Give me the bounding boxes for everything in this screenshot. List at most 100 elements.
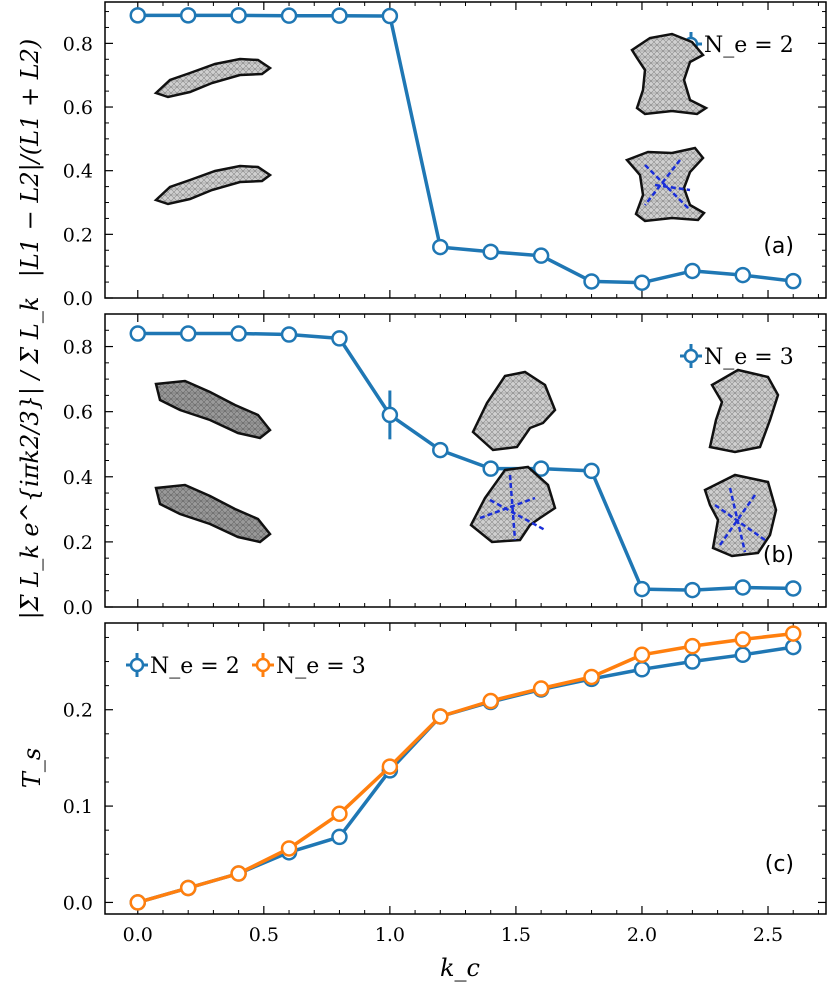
data-point	[532, 247, 550, 264]
data-point	[583, 668, 600, 686]
data-point	[633, 661, 651, 678]
membrane-illustration	[644, 159, 691, 211]
data-point	[432, 441, 449, 459]
y-tick-label: 0.0	[63, 288, 93, 310]
membrane-illustration	[153, 164, 273, 206]
legend-label: N_e = 3	[276, 654, 366, 679]
series-line	[137, 645, 794, 905]
membrane-illustration	[471, 370, 557, 452]
data-point	[734, 266, 752, 284]
data-point	[179, 7, 197, 24]
series-line	[137, 13, 794, 285]
data-point	[381, 758, 399, 775]
y-tick-label: 0.2	[63, 532, 93, 554]
data-point	[230, 325, 247, 342]
panel-a: 0.0 0.2 0.4 0.6 0.8 N_e = 2	[63, 1, 827, 310]
data-point	[684, 262, 701, 280]
data-point	[784, 625, 802, 642]
data-point	[331, 330, 348, 347]
data-point	[684, 653, 701, 670]
data-point	[583, 462, 600, 480]
data-point	[482, 692, 499, 710]
y-axis-label-c: T_s	[18, 748, 46, 788]
data-point	[129, 894, 147, 911]
panel-tag-c: (c)	[765, 852, 794, 877]
x-tick-label: 0.5	[249, 924, 279, 946]
x-axis-label: k_c	[440, 954, 480, 982]
data-point	[532, 680, 550, 697]
data-point	[179, 879, 197, 897]
data-point	[280, 7, 298, 24]
data-point	[684, 637, 701, 655]
legend-label: N_e = 2	[150, 654, 240, 679]
membrane-illustration	[153, 57, 273, 99]
legend-label: N_e = 3	[704, 345, 794, 370]
data-point	[381, 7, 399, 25]
y-tick-label: 0.8	[63, 33, 93, 55]
y-tick-label: 0.0	[63, 892, 93, 914]
legend-label: N_e = 2	[704, 33, 794, 58]
data-point	[280, 840, 298, 857]
y-tick-label: 0.1	[63, 796, 93, 818]
panel-b: 0.0 0.2 0.4 0.6 0.8 N_e = 3	[63, 313, 827, 619]
data-point	[381, 406, 399, 424]
series-line	[137, 631, 794, 905]
y-tick-label: 0.2	[63, 224, 93, 246]
data-point	[633, 580, 651, 598]
legend-marker	[129, 657, 145, 673]
data-point	[633, 274, 651, 291]
data-point	[583, 273, 600, 290]
data-point	[784, 272, 802, 290]
data-point	[280, 326, 298, 343]
membrane-snapshots-a	[153, 32, 709, 223]
membrane-illustration	[154, 483, 272, 544]
x-tick-label: 1.0	[375, 924, 405, 946]
data-point	[230, 7, 247, 24]
y-tick-label: 0.2	[63, 700, 93, 722]
data-point	[532, 460, 550, 477]
y-tick-label: 0.0	[63, 597, 93, 619]
membrane-illustration	[469, 465, 557, 544]
panel-c: 0.0 0.5 1.0 1.5 2.0 2.5 0.0 0.1 0.2 N_e = 2 N_e = …	[63, 622, 827, 946]
data-point	[734, 646, 752, 664]
data-point	[432, 708, 449, 725]
membrane-illustration	[154, 379, 272, 440]
data-point	[331, 828, 348, 846]
membrane-illustration	[479, 474, 546, 541]
data-point	[684, 581, 701, 599]
y-axis-label-a: |L1 − L2|/(L1 + L2)	[16, 39, 45, 278]
x-tick-label: 2.0	[627, 924, 657, 946]
data-point	[331, 7, 348, 24]
data-point	[734, 631, 752, 648]
y-tick-label: 0.4	[63, 467, 93, 489]
panel-tag-b: (b)	[763, 543, 794, 568]
membrane-illustration	[708, 368, 780, 454]
data-point	[432, 238, 449, 256]
y-axis-label-b: |Σ L_k e^{iπk2/3}| / Σ L_k	[16, 297, 45, 620]
legend-marker	[683, 348, 699, 364]
panel-tag-a: (a)	[763, 234, 794, 259]
membrane-illustration	[714, 487, 766, 553]
membrane-illustration	[630, 32, 709, 116]
membrane-snapshots-b	[154, 368, 780, 558]
legend-marker	[255, 657, 271, 673]
data-point	[784, 580, 802, 597]
data-point	[482, 243, 499, 261]
data-point	[331, 805, 348, 823]
x-tick-label: 0.0	[123, 924, 153, 946]
y-tick-label: 0.8	[63, 337, 93, 359]
y-tick-label: 0.4	[63, 161, 93, 183]
data-point	[129, 7, 147, 24]
data-point	[633, 646, 651, 664]
data-point	[734, 579, 752, 596]
x-tick-label: 2.5	[753, 924, 783, 946]
data-point	[784, 638, 802, 656]
y-tick-label: 0.6	[63, 402, 93, 424]
series-line	[137, 331, 794, 592]
data-point	[482, 460, 499, 477]
data-point	[179, 325, 197, 342]
data-point	[129, 325, 147, 342]
x-tick-label: 1.5	[501, 924, 531, 946]
y-tick-label: 0.6	[63, 97, 93, 119]
